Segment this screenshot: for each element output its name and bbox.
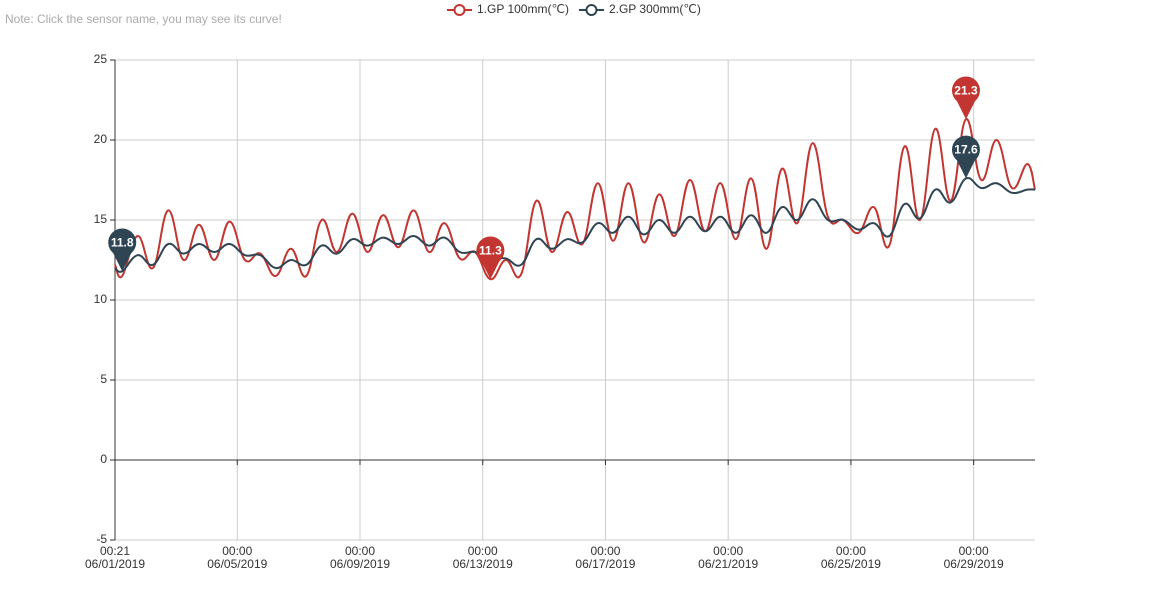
y-tick-label: 15	[94, 212, 108, 226]
x-tick-label: 00:21 06/01/2019	[84, 544, 146, 571]
line	[114, 176, 1036, 273]
y-tick-label: 20	[94, 132, 108, 146]
y-tick-label: 5	[100, 372, 107, 386]
legend-label: 1.GP 100mm(℃)	[477, 2, 569, 16]
x-tick-label: 00:00 06/09/2019	[329, 544, 391, 571]
legend-icon	[453, 4, 466, 16]
y-tick-label: 0	[100, 452, 107, 466]
y-tick-label: -5	[96, 532, 107, 546]
legend-item[interactable]: 2.GP 300mm(℃)	[578, 2, 701, 16]
pin-label: 11.3	[479, 243, 502, 257]
note: Note: Click the sensor name, you may see…	[5, 12, 282, 26]
mark-pin: 11.3	[476, 236, 505, 280]
pin-label: 11.8	[111, 235, 134, 249]
y-tick-label: 10	[94, 292, 108, 306]
pin-shape	[951, 76, 980, 120]
pin-label: 17.6	[954, 143, 978, 157]
mark-pin: 11.8	[108, 228, 137, 272]
x-tick-label: 00:00 06/29/2019	[943, 544, 1004, 571]
x-tick-label: 00:00 06/25/2019	[820, 544, 881, 571]
x-tick-label: 00:00 06/21/2019	[698, 544, 759, 571]
pin-label: 21.3	[954, 83, 978, 97]
line	[114, 118, 1036, 281]
x-tick-label: 00:00 06/05/2019	[207, 544, 268, 571]
pin-shape	[476, 236, 505, 280]
y-tick-label: 25	[94, 52, 108, 66]
x-tick-label: 00:00 06/13/2019	[452, 544, 513, 571]
x-tick-label: 00:00 06/17/2019	[575, 544, 636, 571]
legend-icon	[585, 4, 598, 16]
legend-item[interactable]: 1.GP 100mm(℃)	[447, 2, 569, 16]
pin-shape	[951, 135, 980, 179]
legend-label: 2.GP 300mm(℃)	[609, 2, 701, 16]
mark-pin: 21.3	[951, 76, 980, 120]
pin-shape	[108, 228, 137, 272]
mark-pin: 17.6	[951, 135, 980, 179]
